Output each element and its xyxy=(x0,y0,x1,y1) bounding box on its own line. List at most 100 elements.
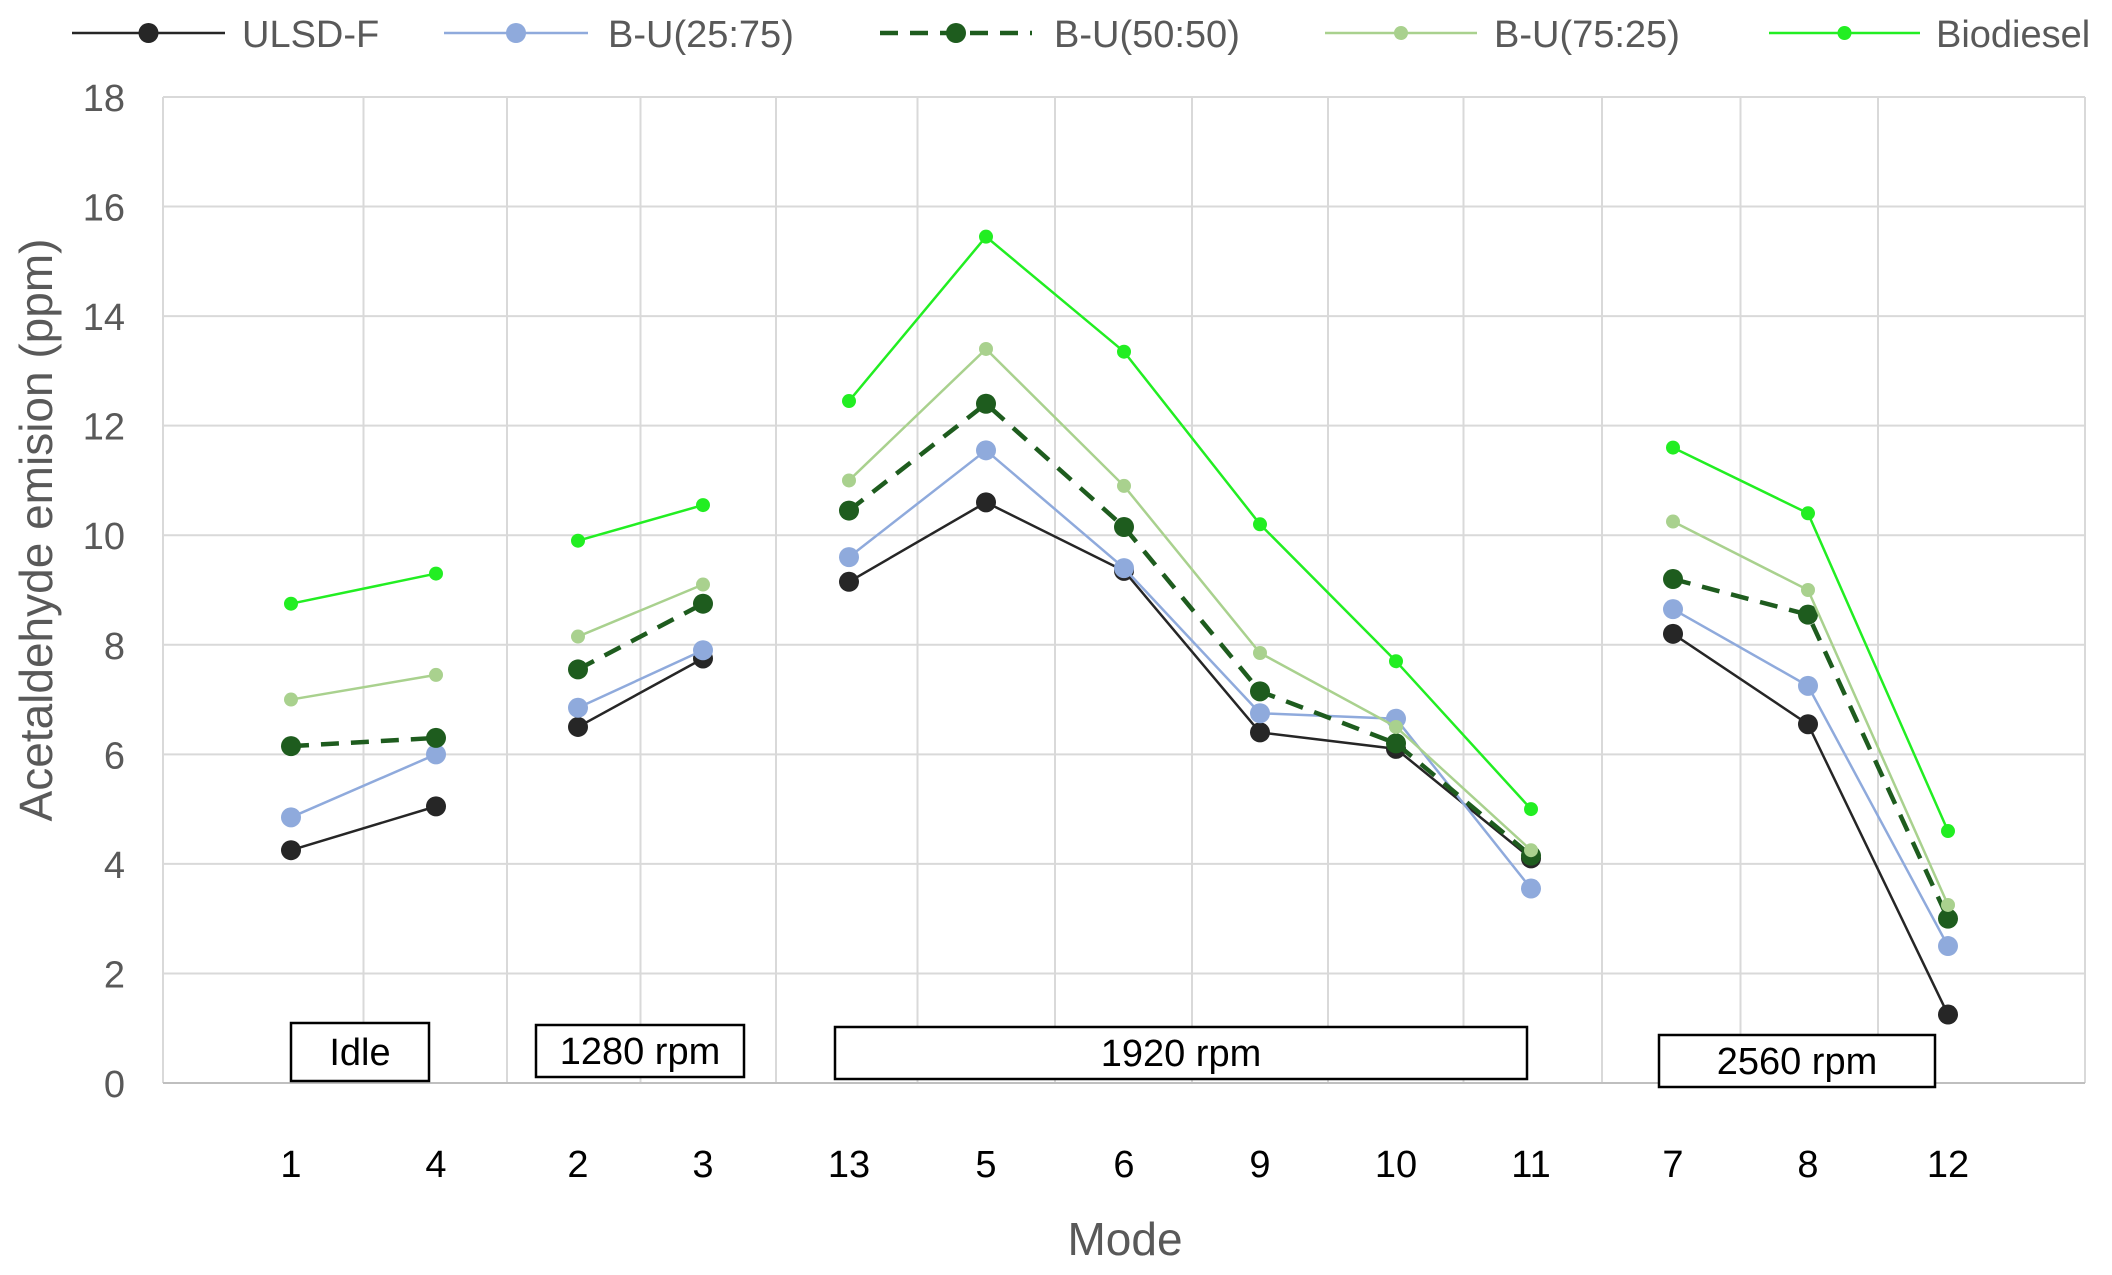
series-line-Biodiesel-group-3 xyxy=(1672,446,1950,832)
series-line-B-U(50:50)-group-1 xyxy=(576,601,705,672)
point-B-U(25:75)-mode-12 xyxy=(1938,936,1958,957)
mode-group-boxes: Idle 1280 rpm 1920 rpm 2560 rpm xyxy=(289,1021,1937,1089)
point-ULSD-F-mode-4 xyxy=(426,796,446,817)
point-B-U(75:25)-mode-8 xyxy=(1801,583,1815,597)
point-Biodiesel-mode-4 xyxy=(429,566,443,581)
group-box-1 xyxy=(534,1023,746,1079)
point-B-U(75:25)-mode-12 xyxy=(1941,897,1955,912)
point-Biodiesel-mode-9 xyxy=(1253,517,1267,532)
series-Biodiesel xyxy=(284,229,1955,839)
series-line-B-U(25:75)-group-2 xyxy=(848,448,1532,890)
point-ULSD-F-mode-9 xyxy=(1250,722,1270,743)
point-B-U(75:25)-mode-10 xyxy=(1389,719,1403,734)
point-Biodiesel-mode-6 xyxy=(1117,344,1131,359)
point-B-U(25:75)-mode-3 xyxy=(693,640,713,661)
point-B-U(25:75)-mode-2 xyxy=(568,697,588,718)
point-B-U(50:50)-mode-7 xyxy=(1663,569,1683,590)
point-Biodiesel-mode-3 xyxy=(696,498,710,513)
point-B-U(75:25)-mode-7 xyxy=(1666,514,1680,529)
y-tick-label-2: 2 xyxy=(104,954,125,996)
group-box-3 xyxy=(1657,1033,1937,1089)
point-B-U(50:50)-mode-10 xyxy=(1386,733,1406,754)
point-B-U(25:75)-mode-9 xyxy=(1250,703,1270,724)
group-box-2 xyxy=(833,1025,1529,1081)
point-B-U(75:25)-mode-1 xyxy=(284,692,298,707)
point-Biodiesel-mode-12 xyxy=(1941,824,1955,839)
series-line-ULSD-F-group-2 xyxy=(848,500,1532,860)
point-ULSD-F-mode-7 xyxy=(1663,623,1683,644)
series-line-ULSD-F-group-1 xyxy=(577,657,704,729)
x-tick-label-1: 1 xyxy=(280,1144,301,1186)
point-Biodiesel-mode-2 xyxy=(571,533,585,548)
point-Biodiesel-mode-10 xyxy=(1389,654,1403,669)
legend-swatch-marker-Biodiesel xyxy=(1837,26,1852,40)
legend-swatch-marker-ULSD-F xyxy=(138,23,159,43)
legend-swatch-marker-B-U(75:25) xyxy=(1394,26,1408,40)
series-line-B-U(50:50)-group-3 xyxy=(1672,576,1951,920)
series-line-B-U(50:50)-group-2 xyxy=(847,400,1533,858)
point-Biodiesel-mode-8 xyxy=(1801,506,1815,521)
point-Biodiesel-mode-13 xyxy=(842,394,856,409)
x-axis-label: Mode xyxy=(1067,1213,1182,1265)
series-line-B-U(75:25)-group-0 xyxy=(290,673,437,701)
series-B-U(75:25) xyxy=(284,341,1955,912)
series-B-U(25:75) xyxy=(281,440,1958,957)
x-tick-label-7: 7 xyxy=(1662,1144,1683,1186)
legend-label-ULSD-F: ULSD-F xyxy=(242,14,379,56)
point-ULSD-F-mode-8 xyxy=(1798,714,1818,735)
group-label-1: 1280 rpm xyxy=(560,1031,721,1073)
point-B-U(50:50)-mode-5 xyxy=(976,393,996,414)
series-line-Biodiesel-group-2 xyxy=(848,234,1532,810)
y-tick-label-6: 6 xyxy=(104,735,125,777)
point-B-U(50:50)-mode-9 xyxy=(1250,681,1270,702)
point-B-U(50:50)-mode-1 xyxy=(281,736,301,757)
legend-swatch-marker-B-U(50:50) xyxy=(946,23,966,43)
point-ULSD-F-mode-1 xyxy=(281,840,301,861)
x-tick-label-2: 2 xyxy=(567,1144,588,1186)
y-tick-label-14: 14 xyxy=(83,297,125,339)
series-B-U(50:50) xyxy=(281,393,1958,929)
point-B-U(75:25)-mode-9 xyxy=(1253,645,1267,660)
x-tick-label-5: 5 xyxy=(975,1144,996,1186)
point-B-U(25:75)-mode-5 xyxy=(976,440,996,461)
point-B-U(25:75)-mode-7 xyxy=(1663,599,1683,620)
series-line-B-U(25:75)-group-1 xyxy=(577,649,704,709)
point-ULSD-F-mode-5 xyxy=(976,492,996,513)
series-line-ULSD-F-group-0 xyxy=(290,805,437,852)
x-tick-label-6: 6 xyxy=(1113,1144,1134,1186)
point-B-U(25:75)-mode-1 xyxy=(281,807,301,828)
point-B-U(25:75)-mode-4 xyxy=(426,744,446,765)
x-tick-label-11: 11 xyxy=(1511,1144,1550,1186)
x-tick-label-9: 9 xyxy=(1249,1144,1270,1186)
point-B-U(25:75)-mode-6 xyxy=(1114,558,1134,579)
point-ULSD-F-mode-2 xyxy=(568,716,588,737)
point-B-U(50:50)-mode-12 xyxy=(1938,908,1958,929)
legend-item-Biodiesel: Biodiesel xyxy=(1769,14,2090,56)
series-line-B-U(75:25)-group-3 xyxy=(1672,520,1950,906)
x-tick-label-8: 8 xyxy=(1797,1144,1818,1186)
legend-item-B-U(75:25): B-U(75:25) xyxy=(1325,14,1680,56)
group-box-0 xyxy=(289,1021,431,1083)
x-tick-label-10: 10 xyxy=(1375,1144,1417,1186)
series-line-B-U(75:25)-group-1 xyxy=(577,583,704,638)
y-tick-label-12: 12 xyxy=(83,407,125,449)
legend-item-B-U(50:50): B-U(50:50) xyxy=(880,14,1240,56)
gridlines xyxy=(162,96,2086,1084)
legend: ULSD-F B-U(25:75) B-U(50:50) B-U(75:25) Biod… xyxy=(72,14,2090,56)
point-B-U(75:25)-mode-11 xyxy=(1524,843,1538,858)
y-tick-label-8: 8 xyxy=(104,626,125,668)
point-B-U(75:25)-mode-3 xyxy=(696,577,710,592)
x-tick-label-13: 13 xyxy=(828,1144,870,1186)
point-Biodiesel-mode-7 xyxy=(1666,440,1680,455)
point-B-U(50:50)-mode-13 xyxy=(839,500,859,521)
point-B-U(75:25)-mode-6 xyxy=(1117,478,1131,493)
legend-label-B-U(50:50): B-U(50:50) xyxy=(1054,14,1240,56)
series-line-B-U(25:75)-group-3 xyxy=(1672,608,1950,947)
group-label-0: Idle xyxy=(329,1032,390,1074)
point-B-U(75:25)-mode-4 xyxy=(429,667,443,682)
y-axis-label: Acetaldehyde emision (ppm) xyxy=(10,239,62,822)
point-B-U(75:25)-mode-13 xyxy=(842,473,856,488)
series-line-Biodiesel-group-1 xyxy=(577,503,704,542)
